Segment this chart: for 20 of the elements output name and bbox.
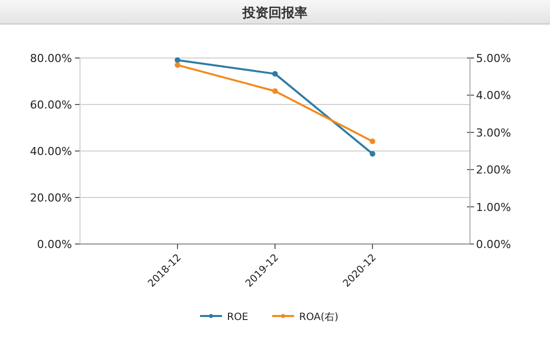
y-tick-label: 20.00% — [30, 192, 72, 204]
y2-tick-label: 1.00% — [476, 200, 511, 214]
point — [370, 150, 376, 157]
point — [272, 88, 278, 94]
y2-tick-label: 2.00% — [476, 164, 511, 177]
y2-tick-label: 3.00% — [476, 126, 511, 140]
point — [174, 57, 180, 63]
y2-tick-label: 4.00% — [476, 89, 511, 102]
y2-tick-label: 5.00% — [476, 52, 511, 65]
point — [272, 71, 278, 77]
point — [370, 138, 376, 144]
y-tick-label: 40.00% — [30, 145, 72, 158]
y-tick-label: 60.00% — [30, 98, 72, 112]
y-tick-label: 0.00% — [37, 238, 72, 251]
y-tick-label: 80.00% — [30, 52, 72, 65]
chart-title: 投资回报率 — [242, 5, 308, 21]
y2-tick-label: 0.00% — [476, 238, 511, 251]
legend-label: ROE — [227, 312, 248, 323]
point — [174, 62, 180, 68]
legend-label: ROA(右) — [299, 312, 339, 323]
